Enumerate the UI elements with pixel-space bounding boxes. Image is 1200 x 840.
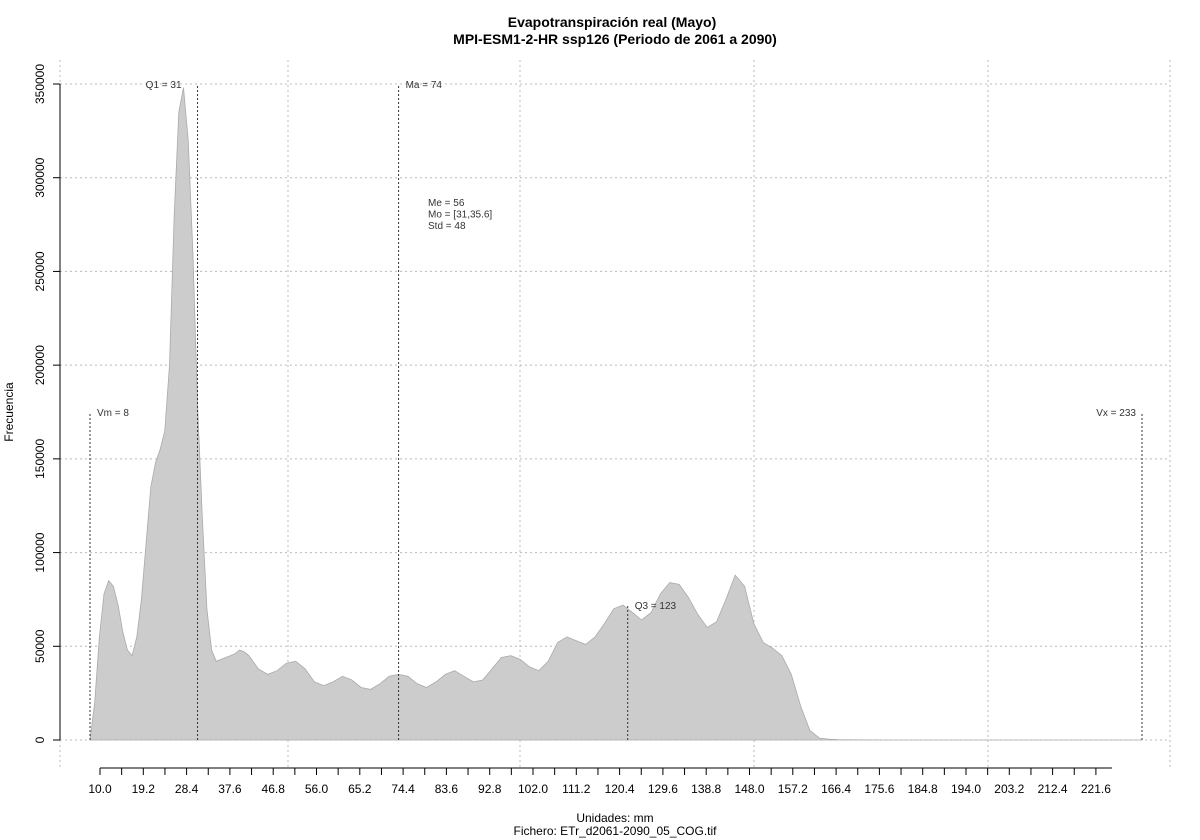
x-tick-label: 92.8 xyxy=(478,782,502,796)
x-tick-label: 157.2 xyxy=(778,782,808,796)
x-tick-label: 212.4 xyxy=(1038,782,1068,796)
footer-filename: Fichero: ETr_d2061-2090_05_COG.tif xyxy=(514,824,718,838)
density-fill xyxy=(89,87,1142,741)
axes: 0 50000 100000 150000 200000 250000 300000 3500… xyxy=(33,64,1112,796)
x-tick-label: 221.6 xyxy=(1081,782,1111,796)
x-tick-label: 102.0 xyxy=(518,782,548,796)
x-tick-label: 194.0 xyxy=(951,782,981,796)
chart-subtitle: MPI-ESM1-2-HR ssp126 (Periodo de 2061 a … xyxy=(453,31,777,47)
x-tick-label: 28.4 xyxy=(175,782,199,796)
y-tick-label: 250000 xyxy=(33,251,47,291)
y-tick-label: 50000 xyxy=(33,629,47,663)
y-tick-label: 150000 xyxy=(33,439,47,479)
reference-line-label: Vm = 8 xyxy=(97,408,129,419)
reference-lines: Vm = 8 Q1 = 31 Ma = 74 Q3 = 123 Vx = 233 Me =… xyxy=(89,80,1143,740)
reference-line-label: Vx = 233 xyxy=(1096,408,1136,419)
x-tick-label: 10.0 xyxy=(88,782,112,796)
x-tick-label: 83.6 xyxy=(435,782,459,796)
x-tick-label: 37.6 xyxy=(218,782,242,796)
chart-title: Evapotranspiración real (Mayo) xyxy=(508,14,717,30)
x-tick-label: 166.4 xyxy=(821,782,851,796)
reference-line-label: Ma = 74 xyxy=(406,80,443,91)
y-tick-label: 100000 xyxy=(33,532,47,572)
x-tick-label: 56.0 xyxy=(305,782,329,796)
x-tick-label: 148.0 xyxy=(734,782,764,796)
stat-label: Mo = [31,35.6] xyxy=(428,210,492,221)
y-axis-label: Frecuencia xyxy=(2,382,16,442)
x-tick-label: 111.2 xyxy=(562,782,591,796)
x-tick-label: 19.2 xyxy=(132,782,156,796)
x-tick-label: 120.4 xyxy=(605,782,635,796)
y-tick-label: 300000 xyxy=(33,157,47,197)
x-tick-label: 138.8 xyxy=(691,782,721,796)
stat-label: Std = 48 xyxy=(428,221,466,232)
x-tick-label: 46.8 xyxy=(262,782,286,796)
x-axis-label: Unidades: mm xyxy=(576,811,653,825)
x-tick-label: 129.6 xyxy=(648,782,678,796)
density-area xyxy=(89,87,1142,741)
x-tick-label: 175.6 xyxy=(864,782,894,796)
x-tick-label: 203.2 xyxy=(994,782,1024,796)
reference-line-label: Q1 = 31 xyxy=(146,80,182,91)
chart-text: Evapotranspiración real (Mayo) MPI-ESM1-… xyxy=(2,14,777,838)
y-tick-label: 350000 xyxy=(33,64,47,104)
x-tick-label: 184.8 xyxy=(908,782,938,796)
reference-line-label: Q3 = 123 xyxy=(635,601,677,612)
stat-label: Me = 56 xyxy=(428,198,465,209)
y-tick-label: 200000 xyxy=(33,345,47,385)
y-tick-label: 0 xyxy=(33,736,47,743)
x-tick-label: 65.2 xyxy=(348,782,372,796)
x-tick-label: 74.4 xyxy=(391,782,415,796)
